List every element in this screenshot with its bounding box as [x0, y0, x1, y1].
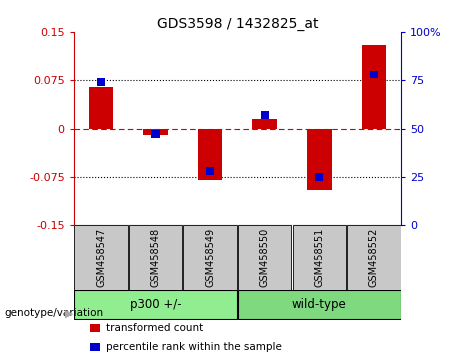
Bar — [90, 343, 100, 350]
Text: GSM458551: GSM458551 — [314, 228, 324, 287]
Text: genotype/variation: genotype/variation — [5, 308, 104, 318]
Text: percentile rank within the sample: percentile rank within the sample — [106, 342, 283, 352]
Bar — [361, 45, 386, 129]
Bar — [260, 111, 269, 119]
Text: GSM458548: GSM458548 — [151, 228, 160, 287]
Bar — [97, 78, 105, 86]
Text: GSM458552: GSM458552 — [369, 228, 379, 287]
Bar — [198, 129, 222, 180]
Text: GSM458550: GSM458550 — [260, 228, 270, 287]
Bar — [129, 225, 182, 290]
Text: transformed count: transformed count — [106, 323, 204, 333]
Bar — [238, 290, 401, 319]
Bar — [315, 173, 323, 181]
Bar — [307, 129, 331, 190]
Text: wild-type: wild-type — [292, 298, 347, 311]
Bar — [253, 119, 277, 129]
Bar — [183, 225, 237, 290]
Bar — [370, 70, 378, 78]
Title: GDS3598 / 1432825_at: GDS3598 / 1432825_at — [157, 17, 318, 31]
Bar — [238, 225, 291, 290]
Text: ▶: ▶ — [65, 308, 73, 318]
Bar — [74, 225, 128, 290]
Text: GSM458549: GSM458549 — [205, 228, 215, 287]
Bar — [206, 167, 214, 175]
Bar — [347, 225, 401, 290]
Bar — [90, 324, 100, 332]
Bar — [293, 225, 346, 290]
Bar — [143, 129, 168, 135]
Text: GSM458547: GSM458547 — [96, 228, 106, 287]
Bar — [152, 130, 160, 138]
Text: p300 +/-: p300 +/- — [130, 298, 181, 311]
Bar — [74, 290, 237, 319]
Bar — [89, 87, 113, 129]
